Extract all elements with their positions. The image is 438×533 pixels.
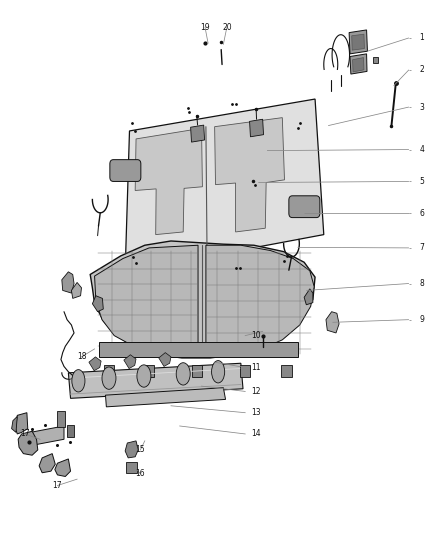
Polygon shape bbox=[159, 353, 171, 367]
FancyBboxPatch shape bbox=[289, 196, 320, 217]
Text: 5: 5 bbox=[420, 177, 424, 186]
Polygon shape bbox=[353, 58, 364, 72]
Text: 7: 7 bbox=[420, 244, 424, 253]
Polygon shape bbox=[89, 357, 101, 370]
Text: 8: 8 bbox=[420, 279, 424, 288]
Bar bbox=[240, 366, 251, 377]
Polygon shape bbox=[68, 364, 243, 398]
Ellipse shape bbox=[72, 369, 85, 392]
Polygon shape bbox=[12, 416, 17, 432]
Polygon shape bbox=[206, 245, 314, 356]
Polygon shape bbox=[304, 289, 313, 305]
Text: 11: 11 bbox=[251, 363, 261, 372]
Bar bbox=[67, 425, 74, 437]
Polygon shape bbox=[99, 342, 297, 357]
Polygon shape bbox=[135, 128, 202, 235]
Text: 12: 12 bbox=[251, 387, 261, 396]
Ellipse shape bbox=[176, 363, 190, 385]
Bar bbox=[192, 366, 202, 377]
Bar bbox=[373, 56, 378, 63]
Polygon shape bbox=[92, 296, 103, 312]
Bar bbox=[57, 411, 65, 427]
Polygon shape bbox=[352, 34, 364, 50]
Polygon shape bbox=[62, 272, 74, 293]
Polygon shape bbox=[349, 30, 367, 54]
Text: 2: 2 bbox=[420, 66, 424, 74]
Text: 4: 4 bbox=[420, 145, 424, 154]
Text: 15: 15 bbox=[136, 446, 145, 455]
Bar bbox=[104, 366, 114, 377]
Polygon shape bbox=[18, 431, 38, 455]
Ellipse shape bbox=[137, 365, 151, 387]
Text: 20: 20 bbox=[222, 23, 232, 32]
Polygon shape bbox=[350, 54, 367, 74]
Text: 6: 6 bbox=[420, 209, 424, 218]
Text: 10: 10 bbox=[251, 331, 261, 340]
Bar bbox=[282, 366, 292, 377]
Polygon shape bbox=[215, 118, 285, 232]
Bar bbox=[144, 366, 154, 377]
FancyBboxPatch shape bbox=[110, 160, 141, 181]
Polygon shape bbox=[125, 441, 138, 458]
Polygon shape bbox=[30, 426, 64, 446]
Polygon shape bbox=[125, 99, 324, 272]
Text: 14: 14 bbox=[251, 430, 261, 439]
Text: 3: 3 bbox=[420, 102, 424, 111]
Text: 17: 17 bbox=[53, 481, 62, 490]
Text: 19: 19 bbox=[200, 23, 210, 32]
Polygon shape bbox=[106, 387, 226, 407]
Polygon shape bbox=[250, 119, 264, 137]
Bar bbox=[127, 462, 138, 473]
Text: 1: 1 bbox=[420, 34, 424, 43]
Polygon shape bbox=[95, 245, 198, 356]
Polygon shape bbox=[55, 459, 71, 477]
Text: 16: 16 bbox=[136, 470, 145, 478]
Text: 18: 18 bbox=[77, 352, 86, 361]
Polygon shape bbox=[191, 125, 205, 142]
Polygon shape bbox=[90, 241, 315, 358]
Text: 13: 13 bbox=[251, 408, 261, 417]
Text: 17: 17 bbox=[20, 430, 29, 439]
Ellipse shape bbox=[102, 367, 116, 389]
Polygon shape bbox=[124, 355, 136, 368]
Text: 9: 9 bbox=[420, 315, 424, 324]
Polygon shape bbox=[326, 312, 339, 333]
Ellipse shape bbox=[212, 361, 225, 383]
Polygon shape bbox=[39, 454, 55, 473]
Polygon shape bbox=[71, 282, 81, 298]
Polygon shape bbox=[15, 413, 28, 434]
